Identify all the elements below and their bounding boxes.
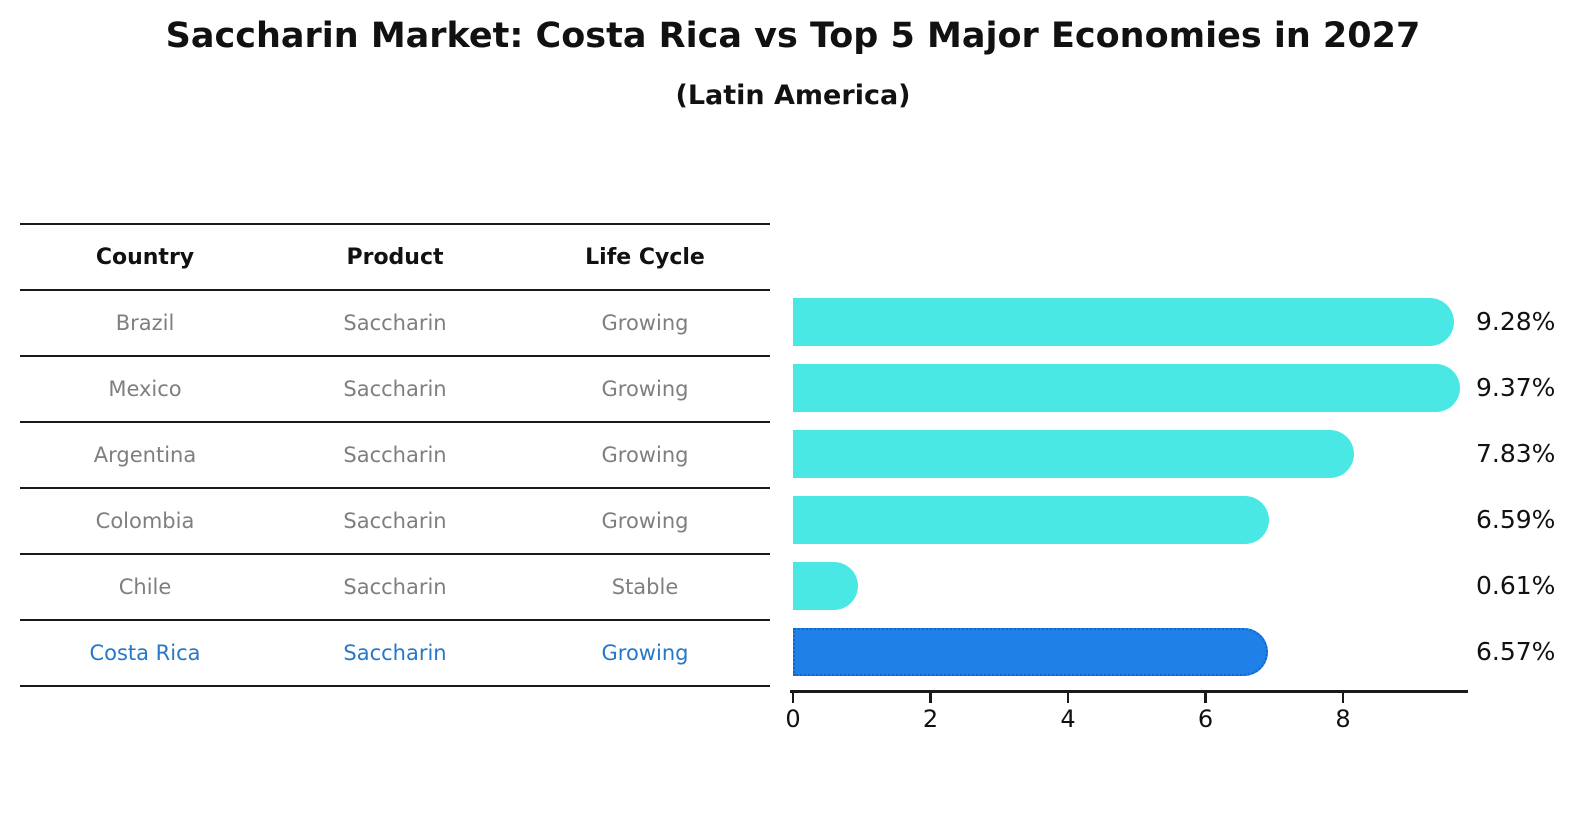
table-cell: Growing: [601, 641, 689, 665]
bar-value-label: 6.59%: [1476, 505, 1556, 534]
table-cell: Saccharin: [343, 311, 447, 335]
table-header-row: Country Product Life Cycle: [20, 225, 770, 291]
table-cell: Growing: [601, 311, 689, 335]
bar-value-label: 6.57%: [1476, 637, 1556, 666]
table-row: Chile Saccharin Stable: [20, 555, 770, 621]
table-cell: Stable: [611, 575, 679, 599]
table-cell: Saccharin: [343, 509, 447, 533]
column-header: Country: [95, 244, 195, 270]
bar: [793, 562, 858, 610]
column-header: Product: [346, 244, 444, 270]
table-cell: Saccharin: [343, 443, 447, 467]
table-row: Colombia Saccharin Growing: [20, 489, 770, 555]
table-cell: Argentina: [93, 443, 197, 467]
x-axis-tick-label: 8: [1335, 705, 1351, 733]
table-cell: Colombia: [95, 509, 195, 533]
x-axis-tick-label: 0: [785, 705, 801, 733]
x-axis-tick: [1204, 693, 1207, 703]
x-axis-tick: [1341, 693, 1345, 703]
table-cell: Mexico: [108, 377, 182, 401]
table-cell: Saccharin: [343, 377, 447, 401]
table-cell: Saccharin: [343, 641, 447, 665]
table-cell: Brazil: [115, 311, 175, 335]
x-axis-tick: [929, 693, 932, 703]
x-axis-tick-label: 2: [922, 705, 939, 733]
table-row: Costa Rica Saccharin Growing: [20, 621, 770, 687]
table-cell: Chile: [118, 575, 172, 599]
table-cell: Costa Rica: [89, 641, 201, 665]
bar-value-label: 0.61%: [1476, 571, 1556, 600]
bar: [793, 298, 1454, 346]
table-cell: Growing: [601, 377, 689, 401]
x-axis-line: [790, 690, 1468, 693]
table-cell: Growing: [601, 443, 689, 467]
bar-highlighted: [793, 628, 1268, 676]
table-cell: Saccharin: [343, 575, 447, 599]
bar: [793, 496, 1270, 544]
chart-title: Saccharin Market: Costa Rica vs Top 5 Ma…: [165, 16, 1421, 56]
table-row: Brazil Saccharin Growing: [20, 291, 770, 357]
country-table: Country Product Life Cycle Brazil Saccharin G…: [20, 223, 770, 687]
table-row: Mexico Saccharin Growing: [20, 357, 770, 423]
column-header: Life Cycle: [585, 244, 705, 270]
bar: [793, 364, 1461, 412]
bar-value-label: 9.37%: [1476, 373, 1556, 402]
bar: [793, 430, 1355, 478]
x-axis-tick: [791, 693, 795, 703]
chart-subtitle: (Latin America): [675, 80, 911, 111]
x-axis-tick-label: 4: [1060, 705, 1076, 733]
table-row: Argentina Saccharin Growing: [20, 423, 770, 489]
bar-value-label: 7.83%: [1476, 439, 1556, 468]
table-cell: Growing: [601, 509, 689, 533]
x-axis-tick-label: 6: [1197, 705, 1214, 733]
bar-value-label: 9.28%: [1476, 307, 1556, 336]
x-axis-tick: [1066, 693, 1070, 703]
